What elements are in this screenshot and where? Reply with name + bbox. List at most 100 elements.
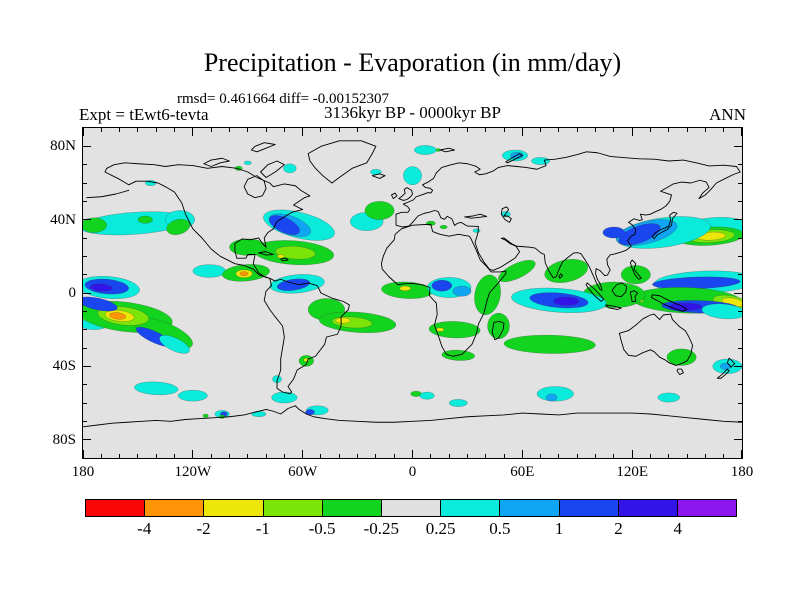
anomaly-region-green	[364, 201, 393, 219]
axis-tick	[540, 453, 542, 458]
axis-tick	[613, 127, 615, 132]
axis-tick	[668, 453, 670, 458]
axis-tick	[82, 439, 91, 441]
lon-axis-label: 60W	[288, 464, 318, 480]
axis-tick	[357, 453, 359, 458]
axis-tick	[737, 329, 742, 331]
colorbar-cell	[677, 500, 737, 516]
axis-tick	[82, 420, 87, 422]
contour-fill-layer	[82, 145, 742, 418]
axis-tick	[521, 449, 523, 458]
axis-tick	[357, 127, 359, 132]
axis-tick	[82, 127, 84, 136]
colorbar-label: 0.25	[425, 519, 456, 538]
anomaly-region-green	[666, 348, 695, 365]
axis-tick	[503, 453, 505, 458]
axis-tick	[82, 329, 87, 331]
axis-tick	[82, 384, 87, 386]
anomaly-region-blue	[82, 294, 119, 314]
axis-tick	[247, 453, 249, 458]
axis-tick	[558, 127, 560, 132]
lon-axis-label: 120E	[616, 464, 648, 480]
anomaly-region-green	[164, 216, 191, 236]
axis-tick	[283, 453, 285, 458]
axis-tick	[228, 127, 230, 132]
colorbar-label: -1	[255, 519, 270, 538]
map-plot	[81, 126, 743, 459]
axis-tick	[737, 347, 742, 349]
colorbar-cell	[263, 500, 323, 516]
colorbar-label: 1	[554, 519, 564, 538]
anomaly-region-indigo	[553, 297, 579, 305]
axis-tick	[265, 127, 267, 132]
axis-tick	[704, 127, 706, 132]
anomaly-region-green	[471, 272, 503, 316]
season-label: ANN	[709, 105, 746, 124]
colorbar-label: 4	[673, 519, 682, 538]
anomaly-region-sky	[452, 286, 470, 296]
lon-axis-label: 180	[71, 464, 95, 480]
colorbar-cell	[145, 500, 205, 516]
axis-tick	[82, 274, 87, 276]
axis-tick	[320, 127, 322, 132]
axis-tick	[521, 127, 523, 136]
axis-tick	[82, 164, 87, 166]
lat-axis-label: 80N	[50, 138, 76, 155]
axis-tick	[82, 365, 91, 367]
axis-tick	[631, 449, 633, 458]
coastline-eurasia	[391, 151, 740, 289]
axis-tick	[82, 292, 91, 294]
anomaly-region-sky	[546, 393, 557, 400]
axis-tick	[210, 127, 212, 132]
axis-tick	[576, 453, 578, 458]
axis-tick	[737, 420, 742, 422]
axis-tick	[503, 127, 505, 132]
axis-tick	[82, 200, 87, 202]
coastline-antarctica	[83, 405, 742, 426]
axis-tick	[412, 127, 413, 136]
anomaly-region-orange	[109, 311, 126, 320]
axis-tick	[737, 384, 742, 386]
anomaly-region-green	[428, 320, 480, 338]
anomaly-region-indigo	[668, 303, 701, 310]
axis-tick	[174, 453, 176, 458]
anomaly-region-cyan	[271, 392, 297, 403]
axis-tick	[737, 200, 742, 202]
anomaly-region-cyan	[403, 166, 421, 184]
lon-axis-label: 180	[730, 464, 754, 480]
axis-tick	[82, 402, 87, 404]
axis-tick	[82, 182, 87, 184]
axis-tick	[82, 219, 91, 221]
axis-tick	[733, 145, 742, 147]
axis-tick	[576, 127, 578, 132]
axis-tick	[649, 453, 651, 458]
axis-tick	[412, 449, 413, 458]
anomaly-region-cyan	[419, 392, 434, 399]
axis-tick	[265, 453, 267, 458]
world-map-contour-chart	[82, 128, 742, 458]
lon-axis-label: 60E	[510, 464, 535, 480]
axis-tick	[338, 127, 340, 132]
lon-axis-label: 0	[408, 464, 417, 480]
anomaly-region-cyan	[449, 399, 467, 406]
period-line: 3136kyr BP - 0000kyr BP	[324, 103, 501, 122]
coastline-greenland-arctic-islands	[203, 140, 522, 182]
colorbar-cell	[559, 500, 619, 516]
colorbar-label: -4	[137, 519, 152, 538]
anomaly-region-cyan	[283, 163, 296, 172]
axis-tick	[82, 310, 87, 312]
anomaly-region-cyan	[244, 161, 251, 165]
axis-tick	[283, 127, 285, 132]
colorbar-cell	[322, 500, 382, 516]
axis-tick	[82, 347, 87, 349]
axis-tick	[737, 255, 742, 257]
axis-tick	[485, 127, 487, 132]
anomaly-region-blue	[431, 280, 451, 291]
axis-tick	[737, 182, 742, 184]
anomaly-region-cyan	[178, 390, 207, 401]
anomaly-region-orange	[240, 271, 248, 275]
anomaly-region-cyan	[156, 331, 191, 357]
colorbar-cell	[204, 500, 264, 516]
axis-tick	[137, 453, 139, 458]
